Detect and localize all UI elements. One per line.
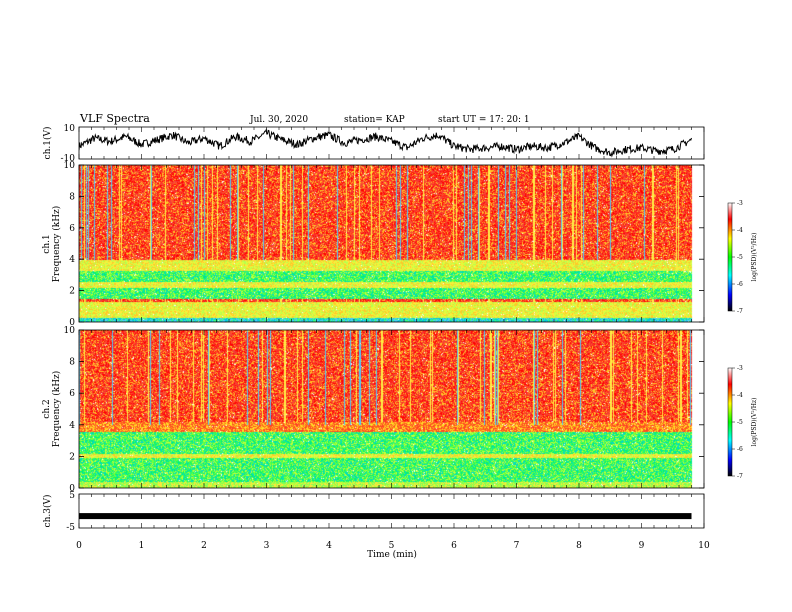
colorbar-tick-label: -4 [737,392,743,399]
ytick-label: 8 [69,358,75,368]
colorbar-tick-label: -6 [737,281,743,288]
xtick-label: 0 [76,541,82,551]
ch2-colorbar-gradient [727,367,733,477]
xtick-label: 6 [451,541,457,551]
ch1-spectrogram-ylabel-line2: Frequency (kHz) [51,206,62,283]
date-label: Jul. 30, 2020 [249,115,308,125]
xtick-label: 9 [639,541,645,551]
ch2-colorbar-label: log(PSD)(V²/Hz) [751,398,758,447]
ch1-ytick-top: 10 [64,124,76,134]
ch1-spectrogram-yticks: 0 2 4 6 8 10 [64,161,704,328]
station-label: station= KAP [344,115,405,125]
ch2-spectrogram-ylabel-line1: ch.2 [42,399,52,418]
start-time-label: start UT = 17: 20: 1 [438,115,530,125]
ytick-label: 2 [69,452,75,462]
ch3-ylabel: ch.3(V) [42,495,53,528]
ch2-colorbar-ticks: -3 -4 -5 -6 -7 [732,365,743,480]
colorbar-tick-label: -5 [737,254,743,261]
xtick-label: 5 [389,541,395,551]
ch2-spectrogram-heatmap [79,330,704,488]
ch1-colorbar-label: log(PSD)(V²/Hz) [751,233,758,282]
colorbar-tick-label: -3 [737,200,743,207]
ch1-spectrogram-ylabel-line1: ch.1 [42,234,52,253]
ch3-ytick-bottom: -5 [66,523,75,533]
ytick-label: 8 [69,192,75,202]
ch2-spectrogram-panel: 0 2 4 6 8 10 ch.2 Frequency (kHz) [42,326,705,494]
xtick-label: 8 [576,541,582,551]
ytick-label: 6 [69,389,75,399]
ch2-spectrogram-ylabel-line2: Frequency (kHz) [51,371,62,448]
xtick-label: 10 [698,541,710,551]
ch1-colorbar-gradient [727,202,733,312]
ch1-colorbar-ticks: -3 -4 -5 -6 -7 [732,200,743,315]
ytick-label: 4 [69,421,75,431]
ytick-label: 4 [69,255,75,265]
colorbar-tick-label: -6 [737,446,743,453]
ytick-label: 0 [69,318,75,328]
xtick-label: 2 [201,541,207,551]
ch3-waveform-frame [78,493,705,529]
time-axis-ticks: 0 1 2 3 4 5 6 7 8 9 10 [76,127,710,551]
xtick-label: 7 [514,541,520,551]
time-axis-label: Time (min) [367,549,417,560]
ch2-spectrogram-yticks: 0 2 4 6 8 10 [64,326,704,494]
ch3-waveform-band [79,513,692,520]
ch1-ylabel: ch.1(V) [42,127,53,160]
ytick-label: 10 [64,326,76,336]
ch1-colorbar: -3 -4 -5 -6 -7 log(PSD)(V²/Hz) [727,200,758,315]
ch1-ytick-bottom: -10 [61,154,76,164]
ch1-waveform-line [79,127,692,158]
colorbar-tick-label: -5 [737,419,743,426]
ch3-ytick-top: 5 [69,491,75,501]
ch1-spectrogram-heatmap [79,165,704,322]
figure-title: VLF Spectra [79,112,150,125]
ytick-label: 10 [64,161,76,171]
xtick-label: 3 [264,541,270,551]
xtick-label: 4 [326,541,332,551]
xtick-label: 1 [139,541,145,551]
colorbar-tick-label: -7 [737,473,743,480]
colorbar-tick-label: -7 [737,308,743,315]
colorbar-tick-label: -4 [737,227,743,234]
ytick-label: 0 [69,484,75,494]
ch1-spectrogram-panel: 0 2 4 6 8 10 ch.1 Frequency (kHz) [42,161,705,328]
colorbar-tick-label: -3 [737,365,743,372]
ytick-label: 6 [69,224,75,234]
ch2-colorbar: -3 -4 -5 -6 -7 log(PSD)(V²/Hz) [727,365,758,480]
ytick-label: 2 [69,287,75,297]
